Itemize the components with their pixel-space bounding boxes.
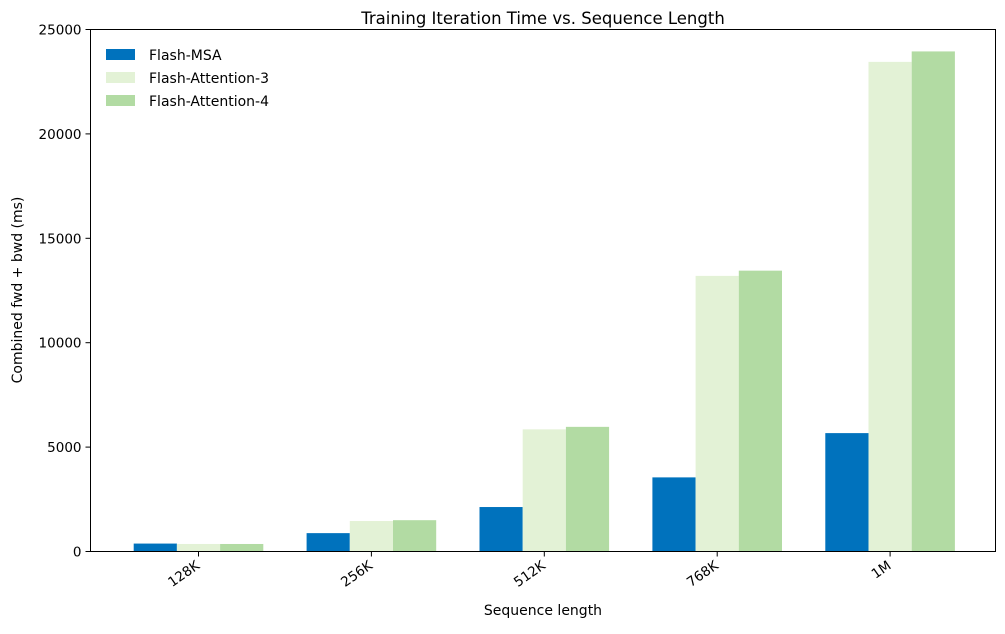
bars-layer [133, 51, 955, 552]
y-axis: 0 5000 10000 15000 20000 25000 [39, 23, 91, 561]
bar-group-512k [479, 426, 610, 552]
x-tick-label: 256K [338, 557, 376, 591]
legend-item: Flash-Attention-3 [106, 71, 269, 87]
bar-flash-attention-4-1m [911, 51, 955, 552]
legend-swatch [106, 72, 135, 83]
y-tick-label: 5000 [47, 440, 81, 456]
x-tick-label: 512K [511, 557, 549, 591]
bar-flash-msa-256k [306, 533, 350, 552]
x-tick-label: 768K [684, 557, 722, 591]
x-tick-label: 128K [165, 557, 203, 591]
legend-label: Flash-Attention-3 [149, 71, 269, 87]
y-tick-label: 15000 [39, 231, 82, 247]
y-tick-label: 0 [73, 545, 82, 561]
x-tick-label: 1M [869, 558, 895, 583]
bar-flash-attention-4-768k [738, 270, 782, 552]
chart-title: Training Iteration Time vs. Sequence Len… [360, 9, 725, 28]
y-tick-label: 25000 [39, 23, 82, 39]
legend-swatch [106, 95, 135, 106]
x-axis: 128K 256K 512K 768K 1M [165, 551, 895, 591]
legend-item: Flash-Attention-4 [106, 94, 269, 110]
legend-label: Flash-MSA [149, 48, 222, 64]
bar-flash-attention-4-512k [565, 426, 610, 552]
bar-group-128k [133, 543, 264, 552]
bar-flash-attention-3-768k [695, 275, 739, 552]
bar-flash-attention-3-1m [868, 61, 912, 552]
bar-group-1m [825, 51, 955, 552]
bar-flash-attention-3-128k [176, 543, 221, 552]
bar-flash-msa-768k [652, 477, 696, 552]
y-tick-label: 20000 [39, 127, 82, 143]
legend-swatch [106, 49, 135, 60]
bar-flash-attention-3-256k [349, 521, 393, 552]
bar-flash-attention-4-256k [393, 520, 437, 552]
plot-frame [90, 29, 996, 552]
bar-flash-attention-3-512k [522, 429, 566, 552]
bar-group-768k [652, 270, 782, 552]
legend: Flash-MSA Flash-Attention-3 Flash-Attentio… [106, 48, 269, 110]
bar-flash-attention-4-128k [220, 543, 264, 552]
legend-item: Flash-MSA [106, 48, 222, 64]
legend-label: Flash-Attention-4 [149, 94, 269, 110]
y-tick-label: 10000 [39, 336, 82, 352]
bar-flash-msa-128k [133, 543, 177, 552]
bar-group-256k [306, 520, 437, 552]
bar-flash-msa-1m [825, 433, 869, 552]
bar-flash-msa-512k [479, 507, 523, 552]
y-axis-label: Combined fwd + bwd (ms) [10, 197, 26, 384]
x-axis-label: Sequence length [484, 603, 602, 619]
